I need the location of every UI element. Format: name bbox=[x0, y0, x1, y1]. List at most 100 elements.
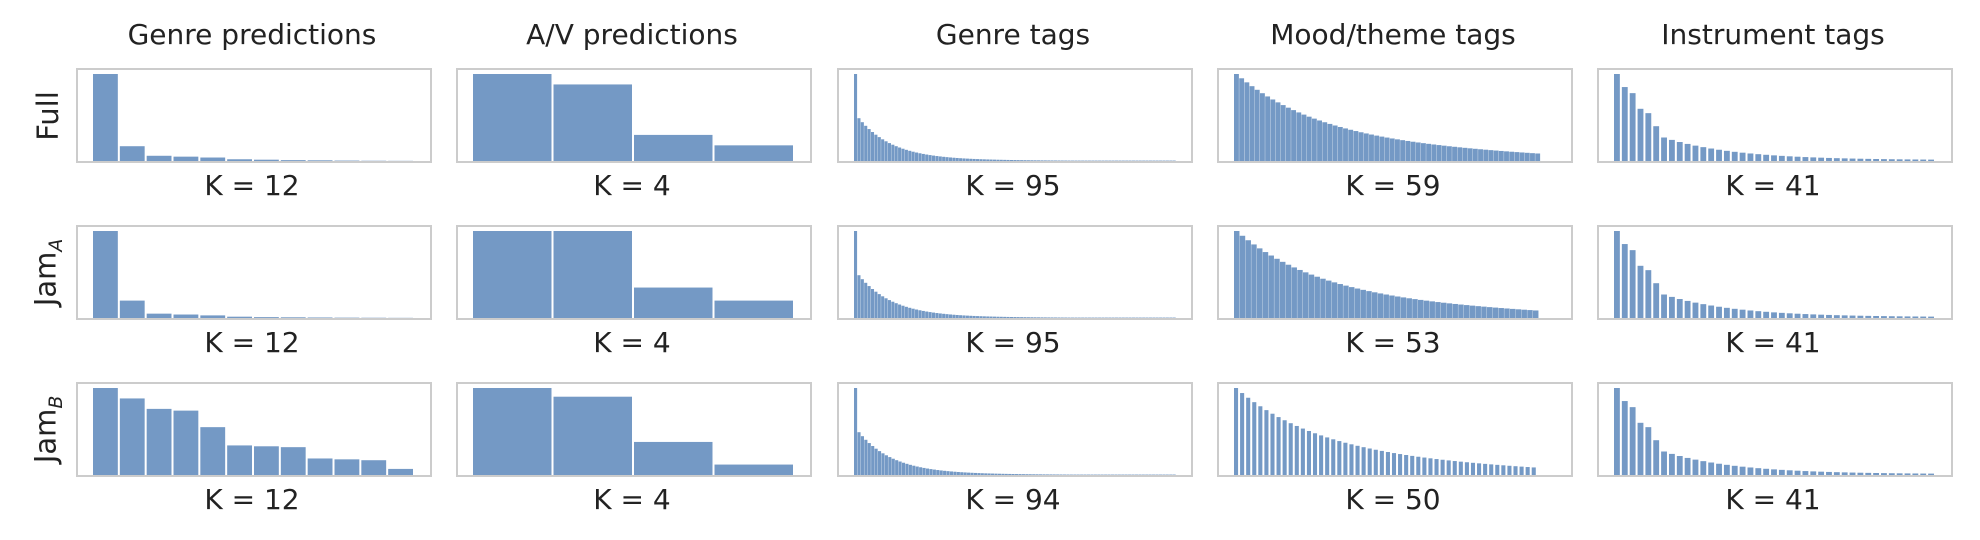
histogram-bar bbox=[1668, 139, 1675, 161]
histogram-bar bbox=[1043, 317, 1047, 318]
histogram-bar bbox=[939, 470, 943, 475]
histogram-bar bbox=[1818, 471, 1825, 475]
histogram-plot bbox=[93, 74, 413, 161]
histogram-bar bbox=[1297, 269, 1303, 318]
histogram-bar bbox=[1306, 116, 1312, 161]
histogram-bar bbox=[1435, 302, 1441, 318]
histogram-bar bbox=[1928, 316, 1934, 318]
histogram-bar bbox=[901, 148, 905, 161]
histogram-bar bbox=[1331, 439, 1336, 475]
k-label: K = 41 bbox=[1725, 483, 1821, 516]
histogram-bar bbox=[1818, 157, 1825, 161]
histogram-bar bbox=[1003, 159, 1007, 161]
histogram-bar bbox=[227, 316, 252, 318]
histogram-bar bbox=[1348, 129, 1354, 161]
histogram-bar bbox=[1398, 454, 1403, 475]
histogram-bar bbox=[1692, 145, 1699, 161]
histogram-bar bbox=[1637, 108, 1644, 161]
histogram-bar bbox=[1327, 123, 1333, 161]
histogram-bar bbox=[1524, 152, 1530, 161]
histogram-bar bbox=[1904, 159, 1911, 161]
histogram-bar bbox=[1259, 93, 1265, 161]
histogram-bar bbox=[1245, 240, 1251, 318]
histogram-bar bbox=[634, 134, 713, 161]
histogram-bar bbox=[254, 159, 279, 161]
histogram-bar bbox=[1312, 433, 1318, 475]
histogram-bar bbox=[1708, 305, 1715, 318]
histogram-bar bbox=[1353, 131, 1359, 161]
histogram-bar bbox=[1676, 456, 1683, 475]
histogram-bar bbox=[915, 309, 919, 318]
histogram-bar bbox=[942, 313, 946, 318]
histogram-plot bbox=[473, 388, 793, 475]
histogram-bar bbox=[93, 74, 118, 161]
histogram-bar bbox=[888, 457, 892, 475]
histogram-bar bbox=[1301, 114, 1307, 161]
histogram-bar bbox=[1531, 467, 1536, 475]
histogram-bar bbox=[1294, 425, 1299, 475]
histogram-bar bbox=[999, 159, 1003, 161]
histogram-bar bbox=[935, 313, 939, 318]
histogram-bar bbox=[898, 304, 902, 318]
histogram-bar bbox=[908, 307, 912, 318]
histogram-bar bbox=[1006, 316, 1010, 318]
histogram-bar bbox=[928, 155, 932, 161]
histogram-bar bbox=[1888, 316, 1895, 318]
histogram-bar bbox=[1452, 303, 1458, 318]
histogram-bar bbox=[1360, 289, 1366, 318]
histogram-bar bbox=[1416, 456, 1421, 475]
histogram-bar bbox=[1763, 468, 1770, 475]
histogram-bar bbox=[1920, 473, 1927, 475]
histogram-bar bbox=[946, 471, 950, 475]
histogram-bar bbox=[1257, 248, 1263, 318]
histogram-bar bbox=[1716, 306, 1722, 318]
histogram-bar bbox=[929, 469, 933, 475]
histogram-bar bbox=[1384, 137, 1390, 161]
histogram-bar bbox=[1006, 159, 1010, 161]
histogram-bar bbox=[877, 294, 881, 318]
k-label: K = 4 bbox=[593, 169, 671, 202]
histogram-bar bbox=[970, 472, 974, 475]
histogram-panel bbox=[1597, 225, 1953, 320]
histogram-bar bbox=[1446, 146, 1452, 161]
histogram-bar bbox=[1928, 159, 1934, 161]
histogram-bar bbox=[1372, 292, 1378, 318]
histogram-bar bbox=[280, 317, 306, 318]
histogram-bar bbox=[1038, 474, 1043, 475]
histogram-bar bbox=[1367, 448, 1372, 475]
histogram-bar bbox=[1771, 469, 1777, 475]
histogram-bar bbox=[1040, 317, 1044, 318]
histogram-bar bbox=[1004, 473, 1008, 475]
histogram-bar bbox=[894, 146, 898, 161]
histogram-bar bbox=[898, 461, 902, 475]
histogram-bar bbox=[1395, 296, 1401, 318]
histogram-bar bbox=[967, 472, 971, 475]
histogram-bar bbox=[1395, 139, 1400, 161]
histogram-bar bbox=[895, 460, 899, 475]
histogram-bar bbox=[1037, 160, 1041, 161]
histogram-panel bbox=[1597, 382, 1953, 477]
histogram-bar bbox=[1637, 265, 1644, 318]
histogram-bar bbox=[1467, 148, 1473, 161]
histogram-bar bbox=[1366, 291, 1372, 318]
histogram-bar bbox=[473, 74, 552, 161]
histogram-panel bbox=[456, 382, 812, 477]
histogram-bar bbox=[1786, 156, 1793, 161]
histogram-bar bbox=[989, 159, 993, 161]
histogram-bar bbox=[1251, 244, 1257, 318]
histogram-bar bbox=[1668, 296, 1675, 318]
histogram-bar bbox=[1428, 458, 1433, 475]
row-label-name: Full bbox=[31, 90, 65, 141]
histogram-panel bbox=[837, 68, 1193, 163]
histogram-bar bbox=[1653, 283, 1660, 318]
histogram-plot bbox=[1234, 74, 1541, 161]
histogram-bar bbox=[999, 316, 1003, 318]
histogram-bar bbox=[1252, 402, 1257, 475]
histogram-bar bbox=[473, 388, 552, 475]
histogram-bar bbox=[1057, 317, 1061, 318]
histogram-bar bbox=[1645, 427, 1652, 475]
histogram-bar bbox=[1254, 89, 1260, 161]
histogram-bar bbox=[1723, 150, 1730, 161]
histogram-bar bbox=[945, 157, 949, 161]
k-label: K = 95 bbox=[965, 169, 1061, 202]
